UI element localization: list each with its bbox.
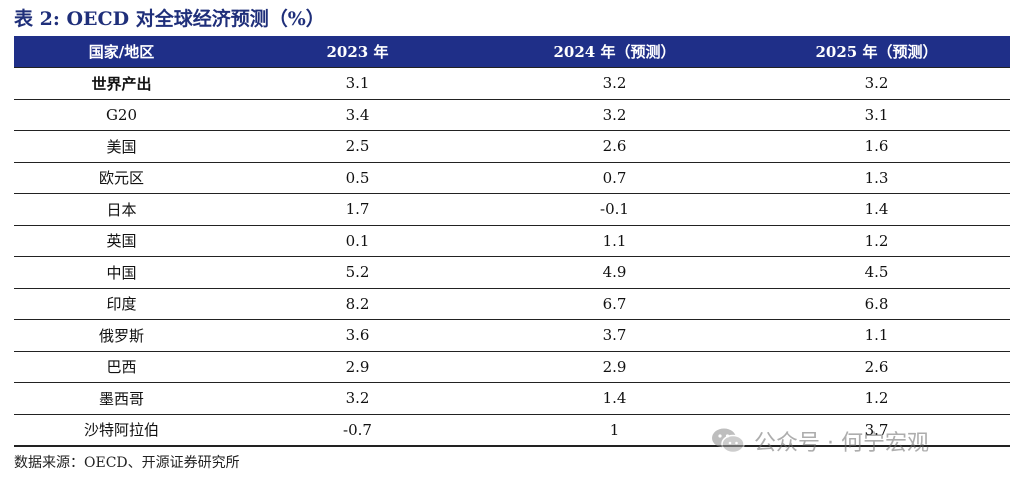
cell-2025: 1.6	[743, 130, 1010, 163]
row-name: 美国	[14, 130, 229, 163]
cell-2025: 4.5	[743, 256, 1010, 289]
row-name: 世界产出	[14, 67, 229, 100]
cell-2023: 2.9	[229, 351, 486, 383]
header-2025: 2025 年（预测）	[743, 36, 1010, 68]
cell-2025: 3.7	[743, 414, 1010, 447]
cell-2024: 0.7	[486, 162, 743, 194]
cell-2023: 0.5	[229, 162, 486, 194]
cell-2025: 1.1	[743, 319, 1010, 352]
header-2023: 2023 年	[229, 36, 486, 68]
cell-2023: 3.1	[229, 67, 486, 100]
cell-2023: 3.4	[229, 99, 486, 131]
table-row: 英国 0.1 1.1 1.2	[14, 225, 1010, 257]
row-name: 俄罗斯	[14, 319, 229, 352]
table-row: 俄罗斯 3.6 3.7 1.1	[14, 319, 1010, 352]
row-name: 中国	[14, 256, 229, 289]
cell-2024: 1.4	[486, 382, 743, 415]
table-row: 沙特阿拉伯 -0.7 1 3.7	[14, 414, 1010, 447]
table-row: 印度 8.2 6.7 6.8	[14, 288, 1010, 320]
header-region: 国家/地区	[14, 36, 229, 68]
table-row: 日本 1.7 -0.1 1.4	[14, 193, 1010, 226]
cell-2023: 0.1	[229, 225, 486, 257]
cell-2025: 1.4	[743, 193, 1010, 226]
cell-2024: -0.1	[486, 193, 743, 226]
cell-2024: 3.2	[486, 99, 743, 131]
cell-2024: 1	[486, 414, 743, 447]
row-name: 日本	[14, 193, 229, 226]
row-name: 沙特阿拉伯	[14, 414, 229, 447]
cell-2024: 6.7	[486, 288, 743, 320]
cell-2024: 2.6	[486, 130, 743, 163]
cell-2025: 6.8	[743, 288, 1010, 320]
source-note: 数据来源：OECD、开源证券研究所	[14, 455, 240, 471]
cell-2025: 3.1	[743, 99, 1010, 131]
cell-2023: 5.2	[229, 256, 486, 289]
table-row: 世界产出 3.1 3.2 3.2	[14, 67, 1010, 100]
table-row: 中国 5.2 4.9 4.5	[14, 256, 1010, 289]
cell-2023: 1.7	[229, 193, 486, 226]
cell-2024: 3.7	[486, 319, 743, 352]
row-name: G20	[14, 99, 229, 131]
forecast-table-container: 国家/地区 2023 年 2024 年（预测） 2025 年（预测） 世界产出 …	[14, 36, 1010, 447]
cell-2023: -0.7	[229, 414, 486, 447]
table-title: 表 2: OECD 对全球经济预测（%）	[14, 8, 325, 30]
row-name: 墨西哥	[14, 382, 229, 415]
table-row: 欧元区 0.5 0.7 1.3	[14, 162, 1010, 194]
cell-2023: 8.2	[229, 288, 486, 320]
cell-2023: 2.5	[229, 130, 486, 163]
table-row: 美国 2.5 2.6 1.6	[14, 130, 1010, 163]
cell-2023: 3.2	[229, 382, 486, 415]
table-row: 巴西 2.9 2.9 2.6	[14, 351, 1010, 383]
row-name: 英国	[14, 225, 229, 257]
row-name: 巴西	[14, 351, 229, 383]
cell-2024: 1.1	[486, 225, 743, 257]
table-row: 墨西哥 3.2 1.4 1.2	[14, 382, 1010, 415]
header-2024: 2024 年（预测）	[486, 36, 743, 68]
forecast-table: 国家/地区 2023 年 2024 年（预测） 2025 年（预测） 世界产出 …	[14, 36, 1010, 447]
row-name: 欧元区	[14, 162, 229, 194]
cell-2025: 2.6	[743, 351, 1010, 383]
cell-2023: 3.6	[229, 319, 486, 352]
cell-2025: 3.2	[743, 67, 1010, 100]
cell-2024: 3.2	[486, 67, 743, 100]
cell-2024: 2.9	[486, 351, 743, 383]
cell-2025: 1.2	[743, 225, 1010, 257]
table-row: G20 3.4 3.2 3.1	[14, 99, 1010, 131]
cell-2024: 4.9	[486, 256, 743, 289]
cell-2025: 1.3	[743, 162, 1010, 194]
cell-2025: 1.2	[743, 382, 1010, 415]
row-name: 印度	[14, 288, 229, 320]
table-header-row: 国家/地区 2023 年 2024 年（预测） 2025 年（预测）	[14, 36, 1010, 68]
